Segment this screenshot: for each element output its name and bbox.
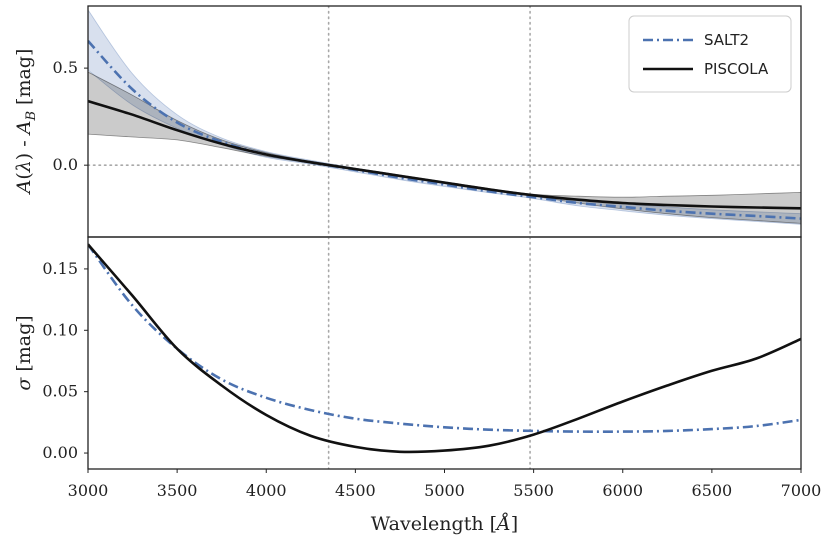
bottom-salt2-line	[88, 243, 801, 433]
bottom-panel: 0.00 0.05 0.10 0.15 3000 3500 4000 4500 5000 550…	[13, 236, 822, 535]
bottom-ytick-label-3: 0.15	[42, 259, 78, 278]
xtick-label-6: 6000	[602, 481, 643, 500]
bottom-y-axis-label: σ [mag]	[13, 315, 35, 390]
x-axis-label: Wavelength [Å]	[371, 513, 518, 535]
bottom-axes-frame	[87, 236, 802, 470]
xtick-label-7: 6500	[692, 481, 733, 500]
xtick-label-4: 5000	[424, 481, 465, 500]
legend-piscola-label: PISCOLA	[704, 60, 769, 78]
xtick-label-8: 7000	[781, 481, 822, 500]
top-plot-area	[88, 6, 801, 237]
top-y-ticks: 0.0 0.5	[53, 58, 88, 174]
xtick-label-5: 5500	[513, 481, 554, 500]
bottom-ytick-label-0: 0.00	[42, 443, 78, 462]
bottom-piscola-line	[88, 243, 801, 454]
top-ytick-label-1: 0.5	[53, 58, 78, 77]
legend-salt2-label: SALT2	[704, 31, 749, 49]
bottom-x-ticks: 3000 3500 4000 4500 5000 5500 6000 6500 7000	[68, 469, 822, 500]
bottom-ytick-label-2: 0.10	[42, 320, 78, 339]
top-y-axis-label: A(λ) - AB [mag]	[13, 49, 39, 196]
bottom-plot-area	[88, 237, 801, 469]
top-panel: 0.0 0.5 A(λ) - AB [mag]	[13, 5, 802, 238]
xtick-label-0: 3000	[68, 481, 109, 500]
top-piscola-line	[88, 99, 801, 210]
bottom-ytick-label-1: 0.05	[42, 382, 78, 401]
legend-box	[628, 15, 792, 93]
top-ytick-label-0: 0.0	[53, 155, 78, 174]
xtick-label-3: 4500	[335, 481, 376, 500]
top-salt2-band	[88, 9, 801, 225]
top-piscola-band	[88, 71, 801, 224]
legend: SALT2 PISCOLA	[628, 15, 792, 93]
xtick-label-1: 3500	[157, 481, 198, 500]
bottom-y-ticks: 0.00 0.05 0.10 0.15	[42, 259, 88, 462]
xtick-label-2: 4000	[246, 481, 287, 500]
